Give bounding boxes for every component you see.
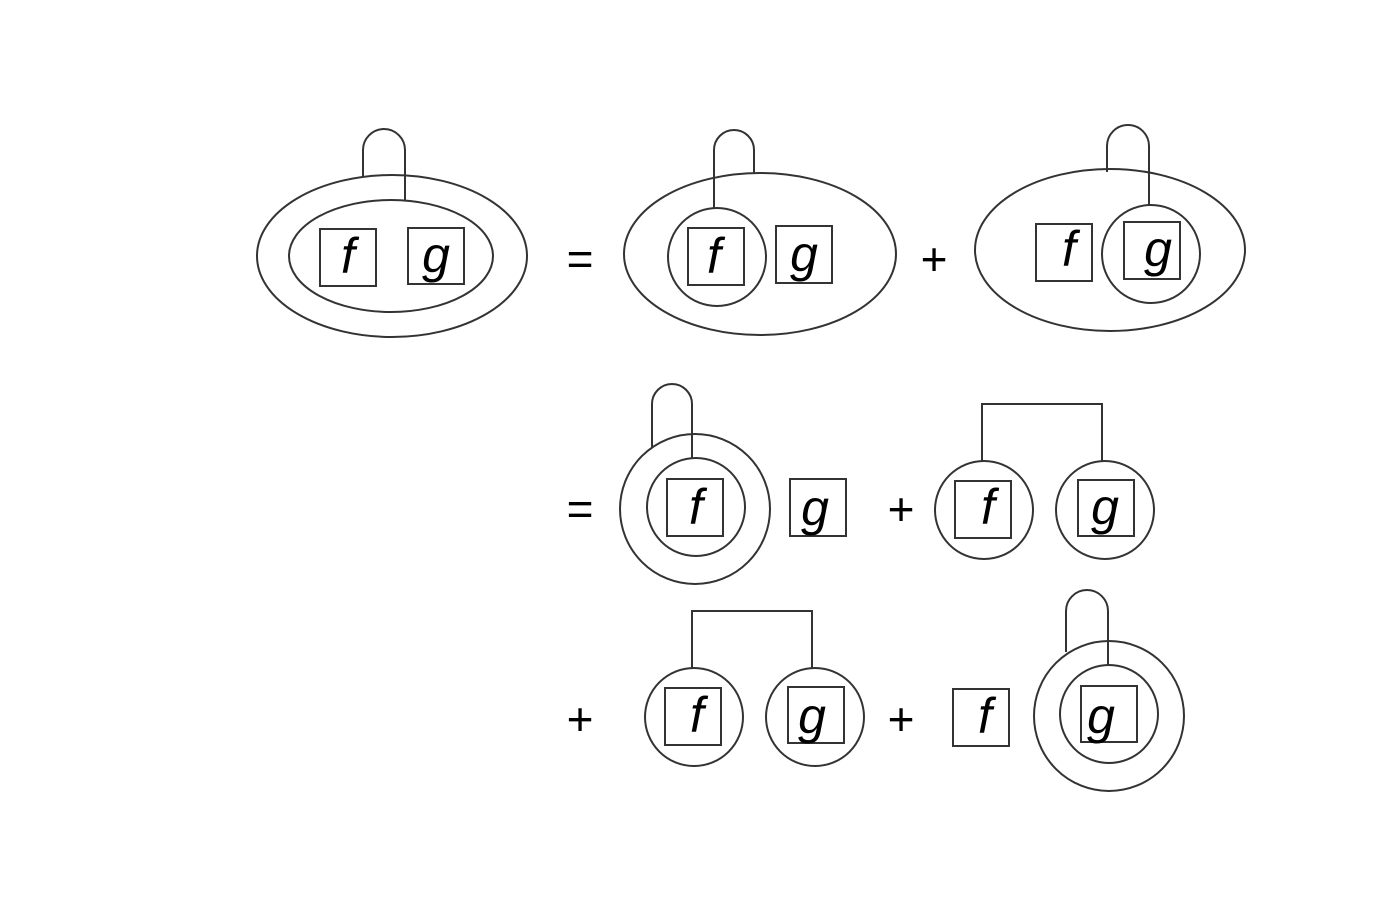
equals-sign-row2: = bbox=[567, 483, 594, 535]
outer-ellipse bbox=[974, 168, 1246, 332]
g-box bbox=[1123, 221, 1181, 280]
term-row1-lhs: f g bbox=[256, 128, 528, 338]
term-row1-second: f g bbox=[623, 129, 897, 336]
g-circle bbox=[1055, 460, 1155, 560]
f-label: f bbox=[978, 688, 997, 744]
plus-sign-row3-middle: + bbox=[888, 693, 915, 745]
plus-sign-row3-start: + bbox=[567, 693, 594, 745]
f-box bbox=[319, 228, 377, 287]
g-box bbox=[775, 225, 833, 284]
g-label: g bbox=[790, 226, 818, 282]
g-label: g bbox=[798, 688, 826, 744]
f-box bbox=[1035, 223, 1093, 282]
connector-bracket bbox=[691, 610, 813, 668]
g-box bbox=[789, 478, 847, 537]
f-circle bbox=[644, 667, 744, 767]
loop-arc bbox=[651, 383, 693, 459]
g-box bbox=[1080, 685, 1138, 743]
g-box bbox=[787, 686, 845, 744]
loop-arc bbox=[1065, 589, 1109, 665]
loop-arc bbox=[1106, 124, 1150, 205]
f-box bbox=[666, 478, 724, 537]
term-row3-second: f g bbox=[952, 589, 1185, 792]
term-row3-first: f g bbox=[644, 610, 865, 767]
g-label: g bbox=[801, 480, 829, 536]
loop-arc bbox=[362, 128, 406, 200]
loop-arc bbox=[713, 129, 755, 208]
g-label: g bbox=[422, 227, 450, 283]
g-box bbox=[1077, 479, 1135, 537]
outer-ellipse bbox=[623, 172, 897, 336]
g-box bbox=[407, 227, 465, 285]
f-label: f bbox=[690, 687, 709, 743]
f-label: f bbox=[981, 479, 1000, 535]
f-label: f bbox=[707, 228, 726, 284]
equals-sign-row1: = bbox=[567, 233, 594, 285]
g-circle bbox=[765, 667, 865, 767]
outer-circle bbox=[619, 433, 771, 585]
term-row2-first: f g bbox=[619, 383, 847, 585]
connector-bracket bbox=[981, 403, 1103, 462]
plus-sign-row2: + bbox=[888, 483, 915, 535]
f-box bbox=[952, 688, 1010, 747]
g-circle bbox=[1101, 204, 1201, 304]
f-circle bbox=[934, 460, 1034, 560]
g-label: g bbox=[1087, 688, 1115, 744]
term-row2-second: f g bbox=[934, 403, 1155, 560]
f-label: f bbox=[689, 479, 708, 535]
term-row1-third: f g bbox=[974, 124, 1246, 332]
outer-ellipse bbox=[256, 174, 528, 338]
g-label: g bbox=[1091, 479, 1119, 535]
plus-sign-row1: + bbox=[921, 233, 948, 285]
f-box bbox=[687, 227, 745, 286]
inner-ellipse bbox=[288, 199, 494, 313]
f-label: f bbox=[341, 228, 360, 284]
f-circle bbox=[667, 207, 767, 307]
f-box bbox=[954, 480, 1012, 539]
f-box bbox=[664, 687, 722, 746]
g-label: g bbox=[1144, 221, 1172, 277]
inner-circle bbox=[646, 457, 746, 557]
f-label: f bbox=[1062, 221, 1081, 277]
